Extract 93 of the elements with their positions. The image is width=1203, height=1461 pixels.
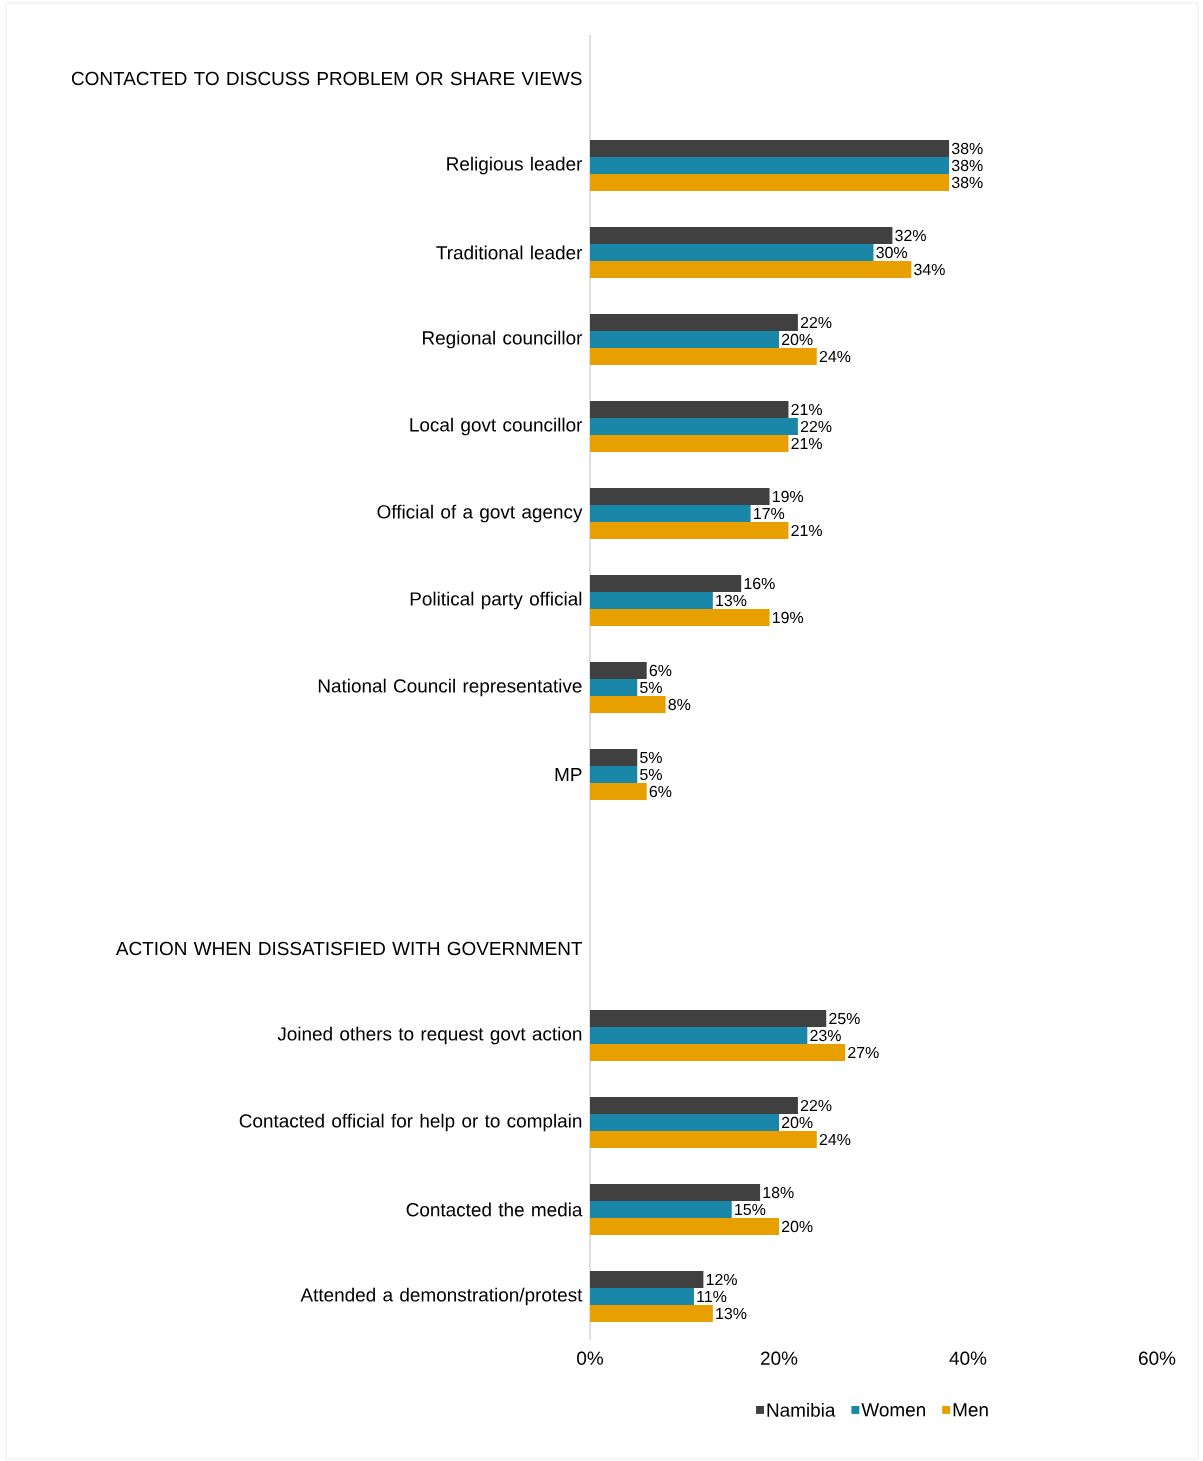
data-label: 11% (697, 1290, 727, 1303)
bar (590, 679, 638, 696)
legend-label: Namibia (767, 1402, 836, 1417)
x-tick-label: 40% (949, 1351, 987, 1365)
bar (590, 173, 950, 191)
data-label: 13% (716, 1307, 747, 1320)
y-tick-label: Regional councillor (423, 330, 583, 349)
bar (590, 260, 912, 278)
bar (590, 575, 742, 592)
bar (590, 522, 789, 539)
bar (590, 1271, 704, 1289)
bar (590, 347, 817, 365)
data-label: 38% (951, 159, 983, 172)
x-tick-label: 0% (577, 1351, 604, 1365)
data-label: 19% (772, 611, 804, 624)
bar (590, 1114, 780, 1132)
bar (590, 1044, 846, 1061)
data-label: 6% (649, 785, 672, 798)
data-label: 22% (800, 316, 832, 329)
bar (590, 696, 666, 713)
data-label: 20% (782, 333, 813, 346)
data-label: 15% (735, 1203, 766, 1216)
legend-label: Men (953, 1403, 988, 1417)
data-label: 24% (819, 350, 851, 363)
data-label: 25% (829, 1012, 860, 1025)
data-label: 8% (668, 698, 691, 711)
data-label: 5% (640, 681, 662, 694)
y-tick-label: CONTACTED TO DISCUSS PROBLEM OR SHARE VIEWS (71, 71, 582, 86)
data-label: 5% (640, 751, 662, 764)
bar (590, 156, 950, 174)
bar (590, 418, 798, 435)
bar (590, 749, 638, 766)
data-label: 27% (848, 1046, 879, 1059)
data-label: 22% (800, 1099, 832, 1112)
bar (590, 1305, 713, 1323)
bar (590, 435, 789, 452)
data-label: 12% (706, 1273, 737, 1286)
bar (590, 1027, 808, 1044)
bar (590, 1010, 827, 1027)
bar (590, 243, 874, 261)
data-label: 20% (782, 1220, 813, 1233)
bar (590, 1288, 694, 1306)
data-label: 19% (772, 490, 804, 503)
bar (590, 313, 798, 331)
data-label: 30% (876, 246, 908, 259)
data-label: 18% (763, 1186, 794, 1199)
bar (590, 488, 770, 505)
y-tick-label: Political party official (410, 591, 582, 610)
bar (590, 330, 780, 348)
y-tick-label: National Council representative (318, 678, 582, 697)
y-tick-label: Contacted the media (406, 1202, 583, 1217)
data-label: 20% (782, 1116, 813, 1129)
y-tick-label: Contacted official for help or to complain (239, 1113, 582, 1132)
data-label: 5% (640, 768, 662, 781)
data-label: 22% (800, 420, 832, 433)
data-label: 32% (895, 229, 926, 242)
y-tick-label: Religious leader (447, 156, 583, 175)
bar (590, 505, 751, 522)
data-label: 24% (819, 1133, 851, 1146)
y-tick-label: Joined others to request govt action (277, 1026, 582, 1045)
x-tick-label: 20% (761, 1351, 798, 1365)
data-label: 21% (791, 524, 822, 537)
bar (590, 1218, 780, 1236)
data-label: 6% (649, 664, 672, 677)
data-label: 13% (716, 594, 747, 607)
y-tick-label: Official of a govt agency (377, 504, 583, 523)
data-label: 17% (754, 507, 785, 520)
y-tick-label: Local govt councillor (410, 417, 583, 436)
y-tick-label: Traditional leader (436, 245, 583, 260)
bar (590, 783, 647, 800)
data-label: 38% (951, 176, 983, 189)
bar (590, 1201, 732, 1219)
data-label: 34% (914, 263, 945, 276)
legend-label: Women (861, 1403, 925, 1417)
y-tick-label: Attended a demonstration/protest (300, 1287, 583, 1306)
bar (590, 226, 893, 244)
data-label: 23% (810, 1029, 841, 1042)
bar (590, 139, 950, 157)
x-tick-label: 60% (1139, 1351, 1176, 1365)
bar (590, 766, 638, 783)
bar (590, 1097, 798, 1115)
data-label: 21% (791, 437, 822, 450)
bar (590, 609, 770, 626)
data-label: 16% (744, 577, 775, 590)
y-tick-label: ACTION WHEN DISSATISFIED WITH GOVERNMENT (115, 941, 583, 956)
y-tick-label: MP (555, 768, 582, 782)
bar (590, 1131, 817, 1149)
bar (590, 401, 789, 418)
data-label: 21% (791, 403, 822, 416)
bar (590, 662, 647, 679)
bar (590, 592, 713, 609)
data-label: 38% (951, 142, 983, 155)
bar (590, 1184, 761, 1202)
